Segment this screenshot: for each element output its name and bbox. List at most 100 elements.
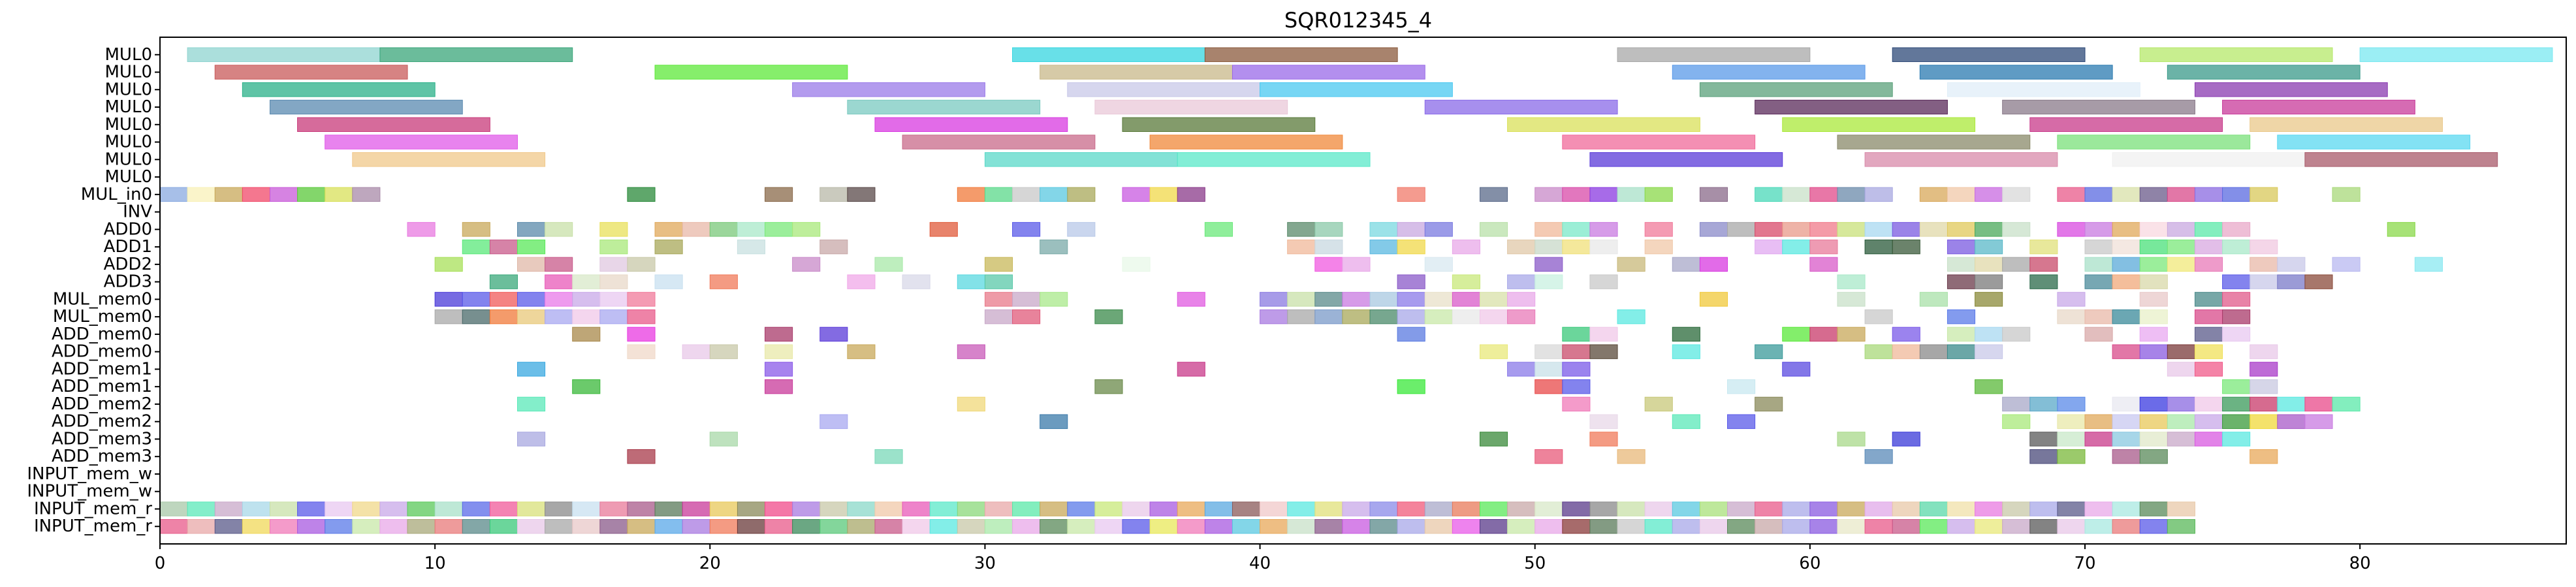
task-bar xyxy=(214,65,408,80)
task-bar xyxy=(819,187,848,202)
task-bar xyxy=(1919,65,2113,80)
task-bar xyxy=(1479,309,1508,325)
task-bar xyxy=(847,187,876,202)
task-bar xyxy=(325,135,518,150)
task-bar xyxy=(1204,501,1233,516)
task-bar xyxy=(599,239,628,255)
task-bar xyxy=(1452,501,1480,516)
task-bar xyxy=(2332,396,2361,412)
task-bar xyxy=(1975,501,2003,516)
task-bar xyxy=(2112,396,2140,412)
task-bar xyxy=(627,344,656,359)
y-tick-label: ADD_mem3 xyxy=(52,429,152,449)
task-bar xyxy=(325,187,353,202)
task-bar xyxy=(1864,152,2058,167)
task-bar xyxy=(902,274,930,289)
task-bar xyxy=(1947,239,1976,255)
task-bar xyxy=(1672,414,1700,429)
task-bar xyxy=(1782,326,1811,342)
task-bar xyxy=(709,222,738,237)
task-bar xyxy=(819,239,848,255)
task-bar xyxy=(1012,187,1041,202)
task-bar xyxy=(2250,274,2278,289)
task-bar xyxy=(1012,222,1041,237)
task-bar xyxy=(1617,47,1811,62)
task-bar xyxy=(1755,239,1783,255)
task-bar xyxy=(2250,239,2278,255)
task-bar xyxy=(2250,414,2278,429)
task-bar xyxy=(462,292,490,307)
task-bar xyxy=(847,274,876,289)
task-bar xyxy=(1287,519,1316,534)
task-bar xyxy=(1892,222,1920,237)
task-bar xyxy=(1864,222,1893,237)
task-bar xyxy=(2222,239,2251,255)
task-bar xyxy=(352,152,546,167)
x-tick-label: 60 xyxy=(1799,554,1821,573)
task-bar xyxy=(1040,239,1068,255)
task-bar xyxy=(1314,257,1343,272)
y-tick-label: INPUT_mem_w xyxy=(27,464,152,484)
task-bar xyxy=(1534,344,1563,359)
task-bar xyxy=(1067,501,1096,516)
task-bar xyxy=(847,99,1041,115)
task-bar xyxy=(2194,222,2223,237)
task-bar xyxy=(2084,501,2113,516)
task-bar xyxy=(2084,187,2113,202)
task-bar xyxy=(1837,519,1866,534)
task-bar xyxy=(572,379,601,394)
task-bar xyxy=(1452,519,1480,534)
task-bar xyxy=(434,519,463,534)
task-bar xyxy=(187,47,381,62)
task-bar xyxy=(2057,449,2086,464)
task-bar xyxy=(1589,344,1618,359)
task-bar xyxy=(2029,432,2058,447)
task-bar xyxy=(599,274,628,289)
task-bar xyxy=(819,519,848,534)
task-bar xyxy=(1975,379,2003,394)
task-bar xyxy=(1314,239,1343,255)
task-bar xyxy=(1644,222,1673,237)
task-bar xyxy=(1947,222,1976,237)
task-bar xyxy=(984,152,1178,167)
task-bar xyxy=(2002,257,2031,272)
task-bar xyxy=(2057,222,2086,237)
task-bar xyxy=(2139,396,2168,412)
task-bar xyxy=(1864,344,1893,359)
task-bar xyxy=(2139,449,2168,464)
task-bar xyxy=(1617,187,1646,202)
task-bar xyxy=(489,309,518,325)
task-bar xyxy=(957,501,985,516)
task-bar xyxy=(1094,519,1123,534)
task-bar xyxy=(1562,135,1756,150)
task-bar xyxy=(1424,501,1453,516)
task-bar xyxy=(874,501,903,516)
task-bar xyxy=(1589,432,1618,447)
task-bar xyxy=(1975,519,2003,534)
task-bar xyxy=(1122,519,1151,534)
task-bar xyxy=(2167,519,2195,534)
task-bar xyxy=(2194,187,2223,202)
task-bar xyxy=(929,501,958,516)
task-bar xyxy=(1177,152,1371,167)
task-bar xyxy=(1892,326,1920,342)
task-bar xyxy=(792,519,821,534)
task-bar xyxy=(1755,396,1783,412)
task-bar xyxy=(1672,326,1700,342)
task-bar xyxy=(627,519,656,534)
task-bar xyxy=(2194,82,2388,97)
task-bar xyxy=(1947,344,1976,359)
task-bar xyxy=(2002,187,2031,202)
task-bar xyxy=(1479,432,1508,447)
task-bar xyxy=(2139,519,2168,534)
task-bar xyxy=(792,257,821,272)
task-bar xyxy=(1919,292,1948,307)
task-bar xyxy=(1672,65,1866,80)
task-bar xyxy=(517,432,546,447)
task-bar xyxy=(1094,309,1123,325)
task-bar xyxy=(1177,501,1205,516)
task-bar xyxy=(792,501,821,516)
task-bar xyxy=(517,292,546,307)
x-tick-label: 10 xyxy=(424,554,446,573)
task-bar xyxy=(984,274,1013,289)
